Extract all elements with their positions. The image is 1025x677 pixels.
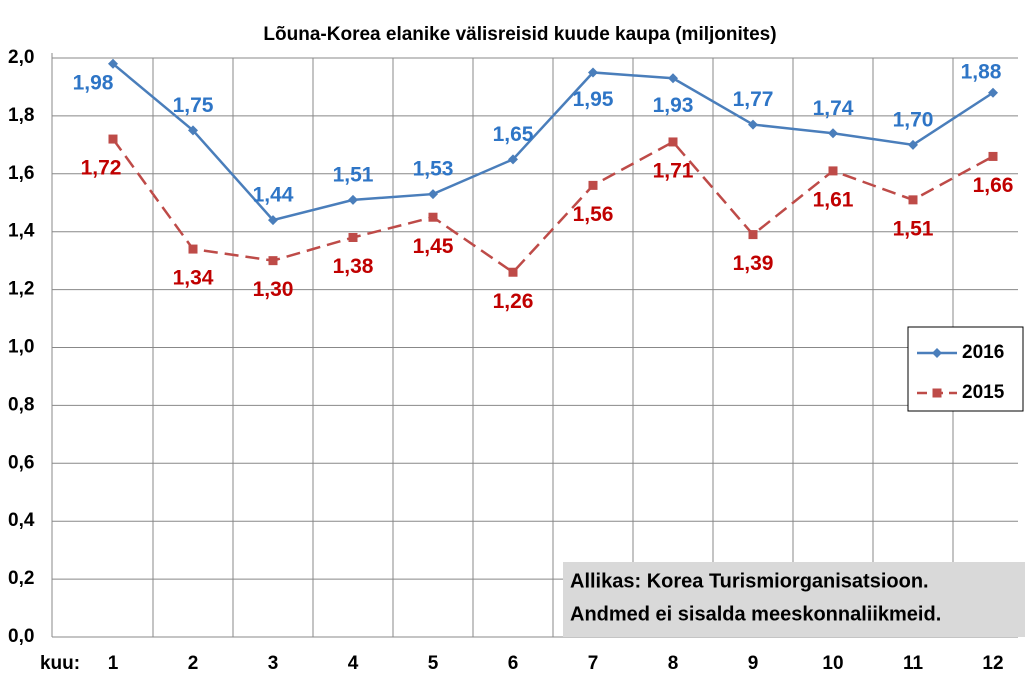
- marker: [428, 189, 438, 200]
- legend-box: [907, 326, 1024, 412]
- marker: [988, 87, 998, 98]
- y-tick-label: 1,8: [8, 105, 34, 126]
- legend-label: 2015: [962, 382, 1005, 403]
- y-tick-label: 2,0: [8, 47, 34, 68]
- marker: [428, 212, 438, 222]
- data-label: 1,65: [493, 123, 534, 146]
- y-tick-label: 0,6: [8, 452, 34, 473]
- data-label: 1,98: [73, 71, 114, 94]
- x-tick-label: 10: [822, 653, 843, 674]
- data-label: 1,61: [813, 188, 854, 211]
- marker: [908, 195, 918, 205]
- series-line: [111, 138, 994, 274]
- annotation: Allikas: Korea Turismiorganisatsioon.: [570, 570, 929, 592]
- marker: [508, 154, 518, 165]
- x-tick-label: 8: [668, 653, 679, 674]
- data-label: 1,51: [333, 163, 374, 186]
- marker: [108, 58, 118, 69]
- data-label: 1,95: [573, 88, 614, 111]
- annotation: Andmed ei sisalda meeskonnaliikmeid.: [570, 603, 941, 625]
- x-tick-label: 4: [348, 653, 359, 674]
- marker: [932, 388, 942, 398]
- data-label: 1,70: [893, 108, 934, 131]
- marker: [268, 256, 278, 266]
- x-tick-label: 11: [903, 653, 924, 674]
- data-label: 1,39: [733, 252, 774, 275]
- marker: [668, 137, 678, 147]
- marker: [748, 119, 758, 130]
- marker: [828, 166, 838, 176]
- x-tick-label: 6: [508, 653, 519, 674]
- marker: [908, 139, 918, 150]
- data-label: 1,51: [893, 217, 934, 240]
- marker: [588, 180, 598, 190]
- data-label: 1,77: [733, 88, 774, 111]
- x-tick-label: 1: [108, 653, 119, 674]
- x-tick-label: 5: [428, 653, 439, 674]
- marker: [988, 151, 998, 161]
- data-label: 1,38: [333, 255, 374, 278]
- data-label: 1,71: [653, 160, 694, 183]
- x-tick-label: 9: [748, 653, 759, 674]
- marker: [188, 244, 198, 254]
- data-label: 1,75: [173, 94, 214, 117]
- y-tick-label: 0,4: [8, 510, 35, 531]
- marker: [188, 125, 198, 136]
- legend-label: 2016: [962, 342, 1004, 363]
- data-label: 1,93: [653, 94, 694, 117]
- data-label: 1,30: [253, 278, 294, 301]
- marker: [588, 67, 598, 78]
- data-label: 1,26: [493, 290, 534, 313]
- y-tick-label: 0,2: [8, 568, 34, 589]
- marker: [748, 230, 758, 240]
- marker: [348, 194, 358, 205]
- data-label: 1,56: [573, 203, 614, 226]
- data-label: 1,72: [81, 157, 122, 180]
- marker: [268, 215, 278, 226]
- data-label: 1,44: [253, 184, 294, 207]
- x-tick-label: 2: [188, 653, 199, 674]
- y-tick-label: 0,8: [8, 394, 34, 415]
- marker: [932, 348, 942, 358]
- y-tick-label: 0,0: [8, 626, 34, 647]
- y-tick-label: 1,4: [8, 221, 35, 242]
- annotation-box: [563, 562, 1025, 637]
- series-line: [112, 62, 994, 222]
- y-tick-label: 1,0: [8, 337, 34, 358]
- marker: [668, 73, 678, 84]
- marker: [108, 134, 118, 144]
- data-label: 1,74: [813, 97, 854, 120]
- x-tick-label: 12: [982, 653, 1003, 674]
- data-label: 1,45: [413, 235, 454, 258]
- data-label: 1,88: [961, 60, 1002, 83]
- x-tick-label: 3: [268, 653, 279, 674]
- chart-title: Lõuna-Korea elanike välisreisid kuude ka…: [263, 24, 776, 45]
- data-label: 1,66: [973, 174, 1014, 197]
- marker: [508, 267, 518, 277]
- x-axis-label: kuu:: [40, 653, 80, 674]
- data-label: 1,53: [413, 158, 454, 181]
- y-tick-label: 1,2: [8, 279, 34, 300]
- marker: [348, 232, 358, 242]
- data-label: 1,34: [173, 267, 214, 290]
- x-tick-label: 7: [588, 653, 599, 674]
- marker: [828, 128, 838, 139]
- y-tick-label: 1,6: [8, 163, 34, 184]
